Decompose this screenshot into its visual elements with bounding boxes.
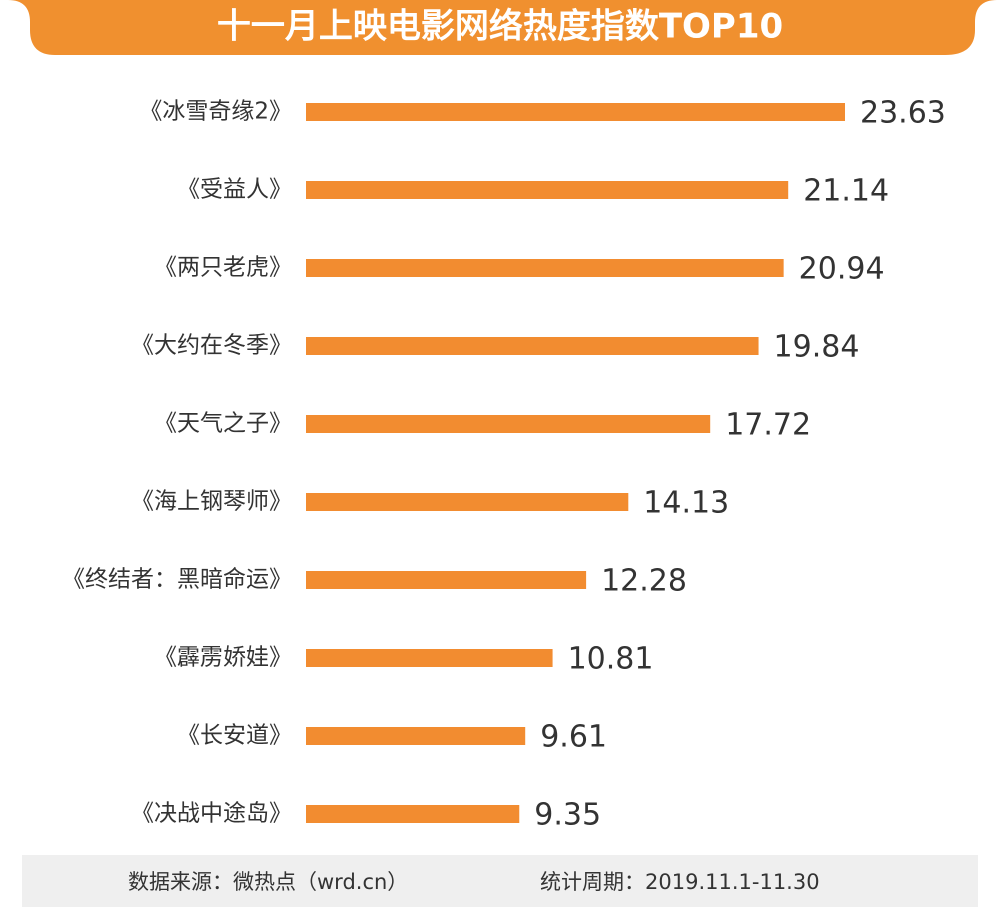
value-label: 19.84 <box>774 330 860 365</box>
title-banner <box>8 0 997 55</box>
value-label: 23.63 <box>860 96 946 131</box>
bar <box>306 415 711 433</box>
category-label: 《海上钢琴师》 <box>131 489 292 515</box>
value-label: 17.72 <box>725 408 811 443</box>
category-label: 《大约在冬季》 <box>131 333 292 359</box>
footer-band <box>22 855 978 907</box>
bar <box>306 649 553 667</box>
period-note: 统计周期：2019.11.1-11.30 <box>540 870 820 894</box>
value-label: 20.94 <box>799 252 885 287</box>
bar <box>306 103 845 121</box>
bar <box>306 259 784 277</box>
category-label: 《决战中途岛》 <box>131 801 292 827</box>
bar <box>306 337 759 355</box>
value-label: 12.28 <box>601 564 687 599</box>
category-label: 《长安道》 <box>177 723 292 749</box>
bar <box>306 181 789 199</box>
value-label: 9.61 <box>540 720 607 755</box>
value-label: 9.35 <box>534 798 601 833</box>
category-label: 《两只老虎》 <box>154 255 292 281</box>
category-label: 《霹雳娇娃》 <box>154 645 292 671</box>
category-label: 《受益人》 <box>177 177 292 203</box>
category-label: 《天气之子》 <box>154 411 292 437</box>
value-label: 10.81 <box>568 642 654 677</box>
category-label: 《终结者：黑暗命运》 <box>62 567 292 593</box>
bar <box>306 493 629 511</box>
chart-title: 十一月上映电影网络热度指数TOP10 <box>217 7 783 47</box>
bar <box>306 571 587 589</box>
source-note: 数据来源：微热点（wrd.cn） <box>128 870 408 894</box>
value-label: 14.13 <box>643 486 729 521</box>
value-label: 21.14 <box>803 174 889 209</box>
bar <box>306 805 520 823</box>
bar <box>306 727 526 745</box>
category-label: 《冰雪奇缘2》 <box>139 99 292 125</box>
